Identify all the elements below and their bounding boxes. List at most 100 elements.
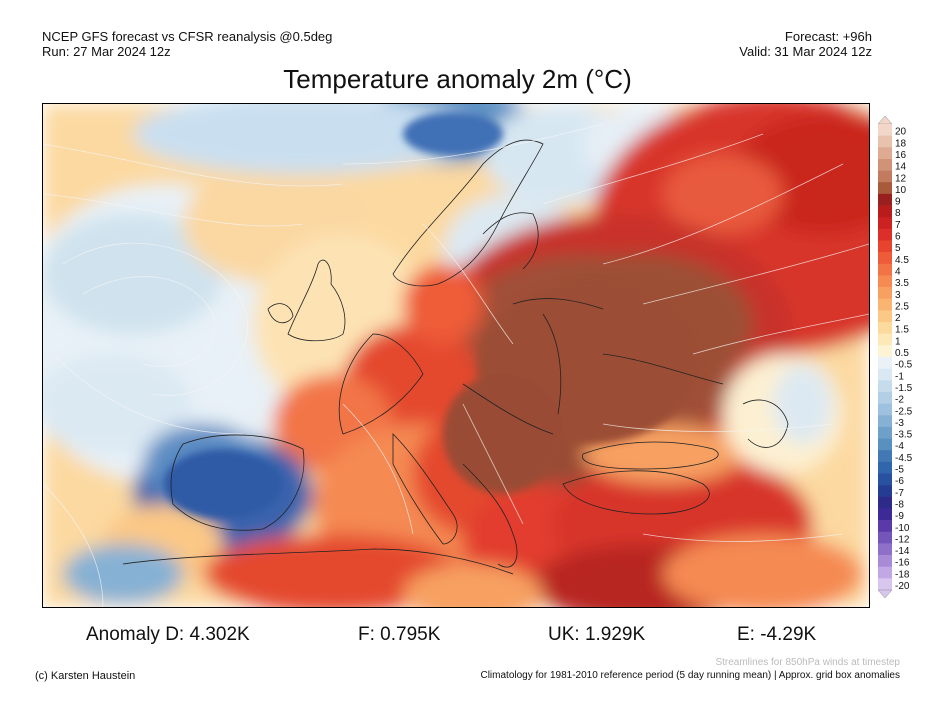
legend-swatch xyxy=(878,368,892,381)
color-scale-legend: 20 18 16 14 12 10 9 8 7 6 5 4.5 4 3.5 3 2.5 2 1.5 1 0.5 -0.5… xyxy=(877,115,928,599)
legend-tick-label: 7 xyxy=(895,220,901,231)
map-canvas xyxy=(43,104,869,607)
legend-swatch xyxy=(878,485,892,498)
color-scale: 201816141210987654.543.532.521.510.5-0.5… xyxy=(877,115,913,599)
legend-tick-label: 6 xyxy=(895,232,901,243)
legend-tick-label: 14 xyxy=(895,162,907,173)
legend-tick-label: -9 xyxy=(895,511,904,522)
climatology-note: Climatology for 1981-2010 reference peri… xyxy=(480,670,900,681)
stat-germany: Anomaly D: 4.302K xyxy=(86,624,250,645)
legend-swatch xyxy=(878,403,892,416)
legend-swatch xyxy=(878,391,892,404)
legend-swatch xyxy=(878,217,892,230)
legend-tick-label: -16 xyxy=(895,558,910,569)
legend-swatch xyxy=(878,252,892,265)
legend-swatch xyxy=(878,473,892,486)
legend-swatch xyxy=(878,310,892,323)
legend-tick-label: -2.5 xyxy=(895,406,913,417)
legend-tick-label: -0.5 xyxy=(895,360,913,371)
legend-max-arrow xyxy=(877,115,893,125)
legend-tick-label: 4.5 xyxy=(895,255,909,266)
legend-tick-label: -5 xyxy=(895,465,904,476)
legend-tick-label: -7 xyxy=(895,488,904,499)
legend-tick-label: 16 xyxy=(895,150,907,161)
legend-tick-label: 8 xyxy=(895,208,901,219)
legend-tick-label: -20 xyxy=(895,581,910,592)
legend-tick-label: -18 xyxy=(895,569,910,580)
author-credit: (c) Karsten Haustein xyxy=(35,670,136,682)
header-left: NCEP GFS forecast vs CFSR reanalysis @0.… xyxy=(42,29,332,59)
legend-swatch xyxy=(878,543,892,556)
streamlines-note: Streamlines for 850hPa winds at timestep xyxy=(715,657,900,668)
legend-tick-label: -1 xyxy=(895,371,904,382)
legend-swatch xyxy=(878,461,892,474)
legend-tick-label: 0.5 xyxy=(895,348,909,359)
legend-swatch xyxy=(878,426,892,439)
legend-tick-label: -3.5 xyxy=(895,430,913,441)
legend-swatch xyxy=(878,555,892,567)
legend-swatch xyxy=(878,135,892,148)
legend-tick-label: -6 xyxy=(895,476,904,487)
legend-tick-label: 9 xyxy=(895,197,901,208)
legend-tick-label: -14 xyxy=(895,546,910,557)
legend-tick-label: -3 xyxy=(895,418,904,429)
legend-tick-label: 12 xyxy=(895,173,907,184)
legend-tick-label: 10 xyxy=(895,185,907,196)
legend-min-arrow xyxy=(877,589,893,599)
legend-swatch xyxy=(878,531,892,544)
legend-tick-label: -4 xyxy=(895,441,904,452)
legend-swatch xyxy=(878,333,892,346)
legend-swatch xyxy=(878,147,892,160)
legend-swatch xyxy=(878,205,892,218)
legend-swatch xyxy=(878,415,892,428)
legend-swatch xyxy=(878,240,892,253)
run-time: Run: 27 Mar 2024 12z xyxy=(42,44,171,59)
forecast-hour: Forecast: +96h xyxy=(784,29,872,44)
legend-tick-label: 20 xyxy=(895,127,907,138)
legend-tick-label: -2 xyxy=(895,395,904,406)
coastlines xyxy=(122,139,789,575)
legend-swatch xyxy=(878,508,892,521)
stat-france: F: 0.795K xyxy=(358,624,441,645)
legend-swatch xyxy=(878,357,892,369)
legend-swatch xyxy=(878,520,892,533)
legend-tick-label: -10 xyxy=(895,523,910,534)
legend-swatch xyxy=(878,298,892,311)
legend-tick-label: 3.5 xyxy=(895,278,909,289)
legend-swatch xyxy=(878,170,892,183)
legend-swatch xyxy=(878,438,892,451)
legend-swatch xyxy=(878,182,892,195)
legend-tick-label: 2.5 xyxy=(895,301,909,312)
legend-swatch xyxy=(878,496,892,509)
legend-swatch xyxy=(878,450,892,463)
map-title: Temperature anomaly 2m (°C) xyxy=(283,64,632,94)
legend-tick-label: -4.5 xyxy=(895,453,913,464)
legend-swatch xyxy=(878,124,892,136)
legend-swatch xyxy=(878,322,892,334)
streamlines xyxy=(43,123,869,607)
stat-uk: UK: 1.929K xyxy=(548,624,646,645)
legend-tick-label: -1.5 xyxy=(895,383,913,394)
header-right: Forecast: +96h Valid: 31 Mar 2024 12z xyxy=(739,29,872,59)
legend-tick-label: 1 xyxy=(895,336,901,347)
anomaly-core xyxy=(163,112,698,519)
legend-swatch xyxy=(878,345,892,358)
stat-spain: E: -4.29K xyxy=(737,624,817,645)
legend-swatch xyxy=(878,287,892,300)
legend-swatch xyxy=(878,263,892,276)
legend-swatch xyxy=(878,578,892,591)
legend-tick-label: -12 xyxy=(895,534,910,545)
legend-tick-label: 1.5 xyxy=(895,325,909,336)
legend-swatch xyxy=(878,380,892,393)
legend-tick-label: -8 xyxy=(895,499,904,510)
legend-tick-label: 18 xyxy=(895,138,907,149)
legend-swatch xyxy=(878,275,892,288)
legend-swatch xyxy=(878,158,892,171)
legend-swatch xyxy=(878,193,892,206)
anomaly-field xyxy=(43,104,869,607)
legend-swatch xyxy=(878,228,892,241)
legend-swatch xyxy=(878,566,892,579)
model-description: NCEP GFS forecast vs CFSR reanalysis @0.… xyxy=(42,29,333,44)
valid-time: Valid: 31 Mar 2024 12z xyxy=(739,44,872,59)
country-anomaly-stats: Anomaly D: 4.302K F: 0.795K UK: 1.929K E… xyxy=(0,624,940,648)
